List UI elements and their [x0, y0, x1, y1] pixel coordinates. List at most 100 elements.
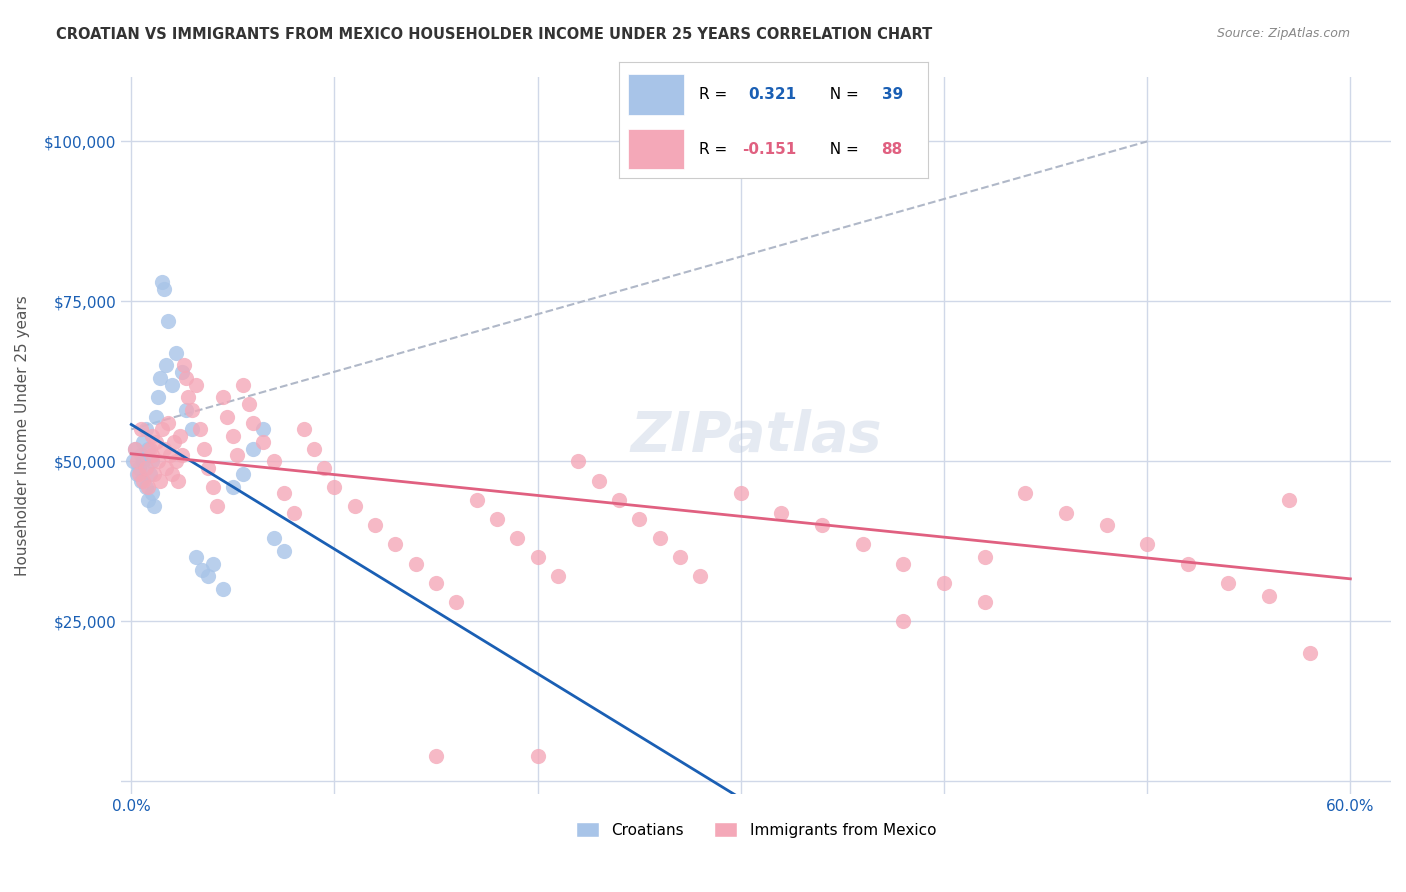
Immigrants from Mexico [263, 454, 285, 468]
Immigrants from Mexico [242, 416, 264, 430]
Croatians [131, 474, 153, 488]
Immigrants from Mexico [174, 371, 197, 385]
Immigrants from Mexico [1095, 518, 1118, 533]
Text: CROATIAN VS IMMIGRANTS FROM MEXICO HOUSEHOLDER INCOME UNDER 25 YEARS CORRELATION: CROATIAN VS IMMIGRANTS FROM MEXICO HOUSE… [56, 27, 932, 42]
Immigrants from Mexico [425, 748, 447, 763]
Legend: Croatians, Immigrants from Mexico: Croatians, Immigrants from Mexico [569, 815, 942, 844]
Immigrants from Mexico [205, 499, 228, 513]
Immigrants from Mexico [852, 147, 875, 161]
Immigrants from Mexico [159, 448, 181, 462]
Immigrants from Mexico [405, 557, 427, 571]
Croatians [128, 460, 150, 475]
Croatians [122, 454, 145, 468]
FancyBboxPatch shape [628, 128, 683, 169]
Croatians [232, 467, 254, 482]
Immigrants from Mexico [1177, 557, 1199, 571]
Croatians [132, 454, 155, 468]
Immigrants from Mexico [314, 460, 336, 475]
Croatians [132, 435, 155, 450]
Croatians [141, 486, 163, 500]
Croatians [142, 499, 165, 513]
Text: 39: 39 [882, 87, 903, 103]
Croatians [152, 282, 174, 296]
Immigrants from Mexico [384, 537, 406, 551]
Croatians [222, 480, 245, 494]
Croatians [124, 442, 146, 456]
Immigrants from Mexico [852, 537, 875, 551]
Immigrants from Mexico [232, 377, 254, 392]
Immigrants from Mexico [146, 454, 169, 468]
Immigrants from Mexico [197, 460, 219, 475]
Immigrants from Mexico [131, 422, 153, 436]
Immigrants from Mexico [547, 569, 569, 583]
Immigrants from Mexico [770, 506, 793, 520]
Immigrants from Mexico [152, 442, 174, 456]
Immigrants from Mexico [811, 160, 834, 174]
Croatians [146, 390, 169, 404]
Croatians [201, 557, 224, 571]
Immigrants from Mexico [252, 435, 274, 450]
Croatians [127, 467, 149, 482]
Immigrants from Mexico [211, 390, 233, 404]
Immigrants from Mexico [136, 480, 159, 494]
Immigrants from Mexico [588, 474, 610, 488]
Immigrants from Mexico [1299, 646, 1322, 660]
Immigrants from Mexico [893, 614, 915, 628]
Croatians [242, 442, 264, 456]
Croatians [149, 371, 172, 385]
Croatians [191, 563, 214, 577]
Immigrants from Mexico [132, 474, 155, 488]
Immigrants from Mexico [141, 428, 163, 442]
Immigrants from Mexico [669, 550, 692, 565]
Text: R =: R = [699, 142, 733, 157]
Immigrants from Mexico [150, 422, 173, 436]
Immigrants from Mexico [526, 748, 548, 763]
Immigrants from Mexico [141, 448, 163, 462]
Immigrants from Mexico [167, 474, 190, 488]
Croatians [134, 422, 156, 436]
Immigrants from Mexico [648, 531, 671, 545]
Immigrants from Mexico [215, 409, 238, 424]
Croatians [156, 313, 179, 327]
Immigrants from Mexico [169, 428, 191, 442]
Croatians [136, 442, 159, 456]
Croatians [150, 275, 173, 289]
Immigrants from Mexico [177, 390, 200, 404]
Immigrants from Mexico [193, 442, 215, 456]
Croatians [263, 531, 285, 545]
Immigrants from Mexico [173, 359, 195, 373]
Immigrants from Mexico [730, 486, 752, 500]
Text: R =: R = [699, 87, 737, 103]
Immigrants from Mexico [142, 467, 165, 482]
Immigrants from Mexico [145, 435, 167, 450]
Immigrants from Mexico [364, 518, 387, 533]
Immigrants from Mexico [165, 454, 187, 468]
Immigrants from Mexico [302, 442, 325, 456]
Croatians [165, 345, 187, 359]
Immigrants from Mexico [127, 454, 149, 468]
Croatians [172, 365, 194, 379]
Croatians [136, 492, 159, 507]
Immigrants from Mexico [128, 467, 150, 482]
Immigrants from Mexico [689, 569, 711, 583]
Immigrants from Mexico [811, 518, 834, 533]
Immigrants from Mexico [526, 550, 548, 565]
Croatians [134, 480, 156, 494]
Immigrants from Mexico [506, 531, 529, 545]
Croatians [273, 544, 295, 558]
Immigrants from Mexico [181, 403, 204, 417]
Immigrants from Mexico [607, 492, 630, 507]
Immigrants from Mexico [292, 422, 315, 436]
Text: N =: N = [820, 87, 863, 103]
Immigrants from Mexico [485, 512, 508, 526]
Immigrants from Mexico [343, 499, 366, 513]
Immigrants from Mexico [446, 595, 468, 609]
Text: 88: 88 [882, 142, 903, 157]
Croatians [155, 359, 177, 373]
Croatians [138, 467, 160, 482]
Croatians [160, 377, 183, 392]
Immigrants from Mexico [186, 377, 208, 392]
Immigrants from Mexico [273, 486, 295, 500]
Croatians [252, 422, 274, 436]
Immigrants from Mexico [226, 448, 249, 462]
